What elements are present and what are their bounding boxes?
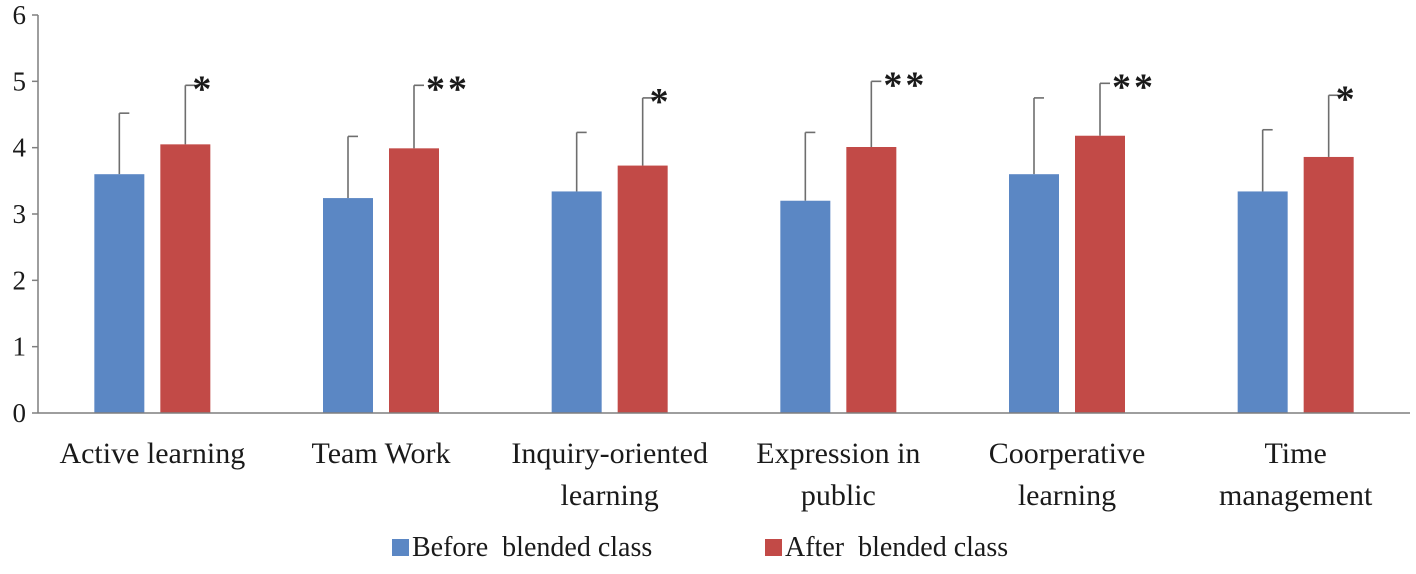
y-tick-label: 0 <box>13 398 27 428</box>
category-labels: Active learning Team Work Inquiry-oriented… <box>59 437 1373 512</box>
y-tick-label: 3 <box>13 199 27 229</box>
axes <box>37 15 1410 414</box>
category-label: Active learning <box>59 437 245 470</box>
category-label-line: public <box>801 479 876 512</box>
legend: Before blended class After blended class <box>392 532 1008 563</box>
legend-label-before: Before blended class <box>412 532 652 563</box>
significance-marker: * <box>1336 78 1358 120</box>
significance-marker: * <box>192 68 214 110</box>
bar-before <box>780 200 831 413</box>
category-label-line: learning <box>1018 479 1116 512</box>
bar-before <box>1237 191 1288 413</box>
category-label: Inquiry-oriented learning <box>511 437 708 512</box>
category-label: Expression in public <box>756 437 920 512</box>
legend-label-after: After blended class <box>785 532 1008 563</box>
bar-before <box>94 174 145 413</box>
bars <box>94 135 1354 413</box>
category-label-line: Coorperative <box>989 437 1146 470</box>
y-tick-label: 2 <box>13 265 27 295</box>
y-tick-label: 1 <box>13 332 27 362</box>
category-label-line: Active learning <box>59 437 245 470</box>
y-axis-ticks: 0 1 2 3 4 5 6 <box>13 0 38 428</box>
bar-after <box>389 148 439 413</box>
y-tick-label: 6 <box>13 0 27 30</box>
significance-marker: ** <box>883 64 927 106</box>
category-label-line: management <box>1219 479 1373 512</box>
legend-swatch-after <box>765 539 782 556</box>
category-label-line: Team Work <box>311 437 450 470</box>
bar-after <box>846 147 897 413</box>
category-label-line: Inquiry-oriented <box>511 437 708 470</box>
y-tick-label: 5 <box>13 66 27 96</box>
significance-marker: * <box>650 81 672 123</box>
legend-swatch-before <box>392 539 409 556</box>
significance-marker: ** <box>1112 66 1156 108</box>
significance-marker: ** <box>426 68 470 110</box>
bar-after <box>617 165 668 413</box>
category-label: Time management <box>1219 437 1373 512</box>
category-label-line: Time <box>1265 437 1327 470</box>
category-label: Team Work <box>311 437 450 470</box>
bar-before <box>323 198 373 413</box>
bar-after <box>1075 135 1125 413</box>
bar-after <box>1303 156 1354 413</box>
category-label-line: learning <box>561 479 659 512</box>
significance-markers: * ** * ** ** * <box>192 64 1358 123</box>
bar-before <box>551 191 602 413</box>
category-label-line: Expression in <box>756 437 920 470</box>
category-label: Coorperative learning <box>989 437 1146 512</box>
bar-before <box>1009 174 1059 413</box>
y-tick-label: 4 <box>13 133 27 163</box>
bar-after <box>160 144 211 413</box>
error-bars <box>118 80 1339 201</box>
